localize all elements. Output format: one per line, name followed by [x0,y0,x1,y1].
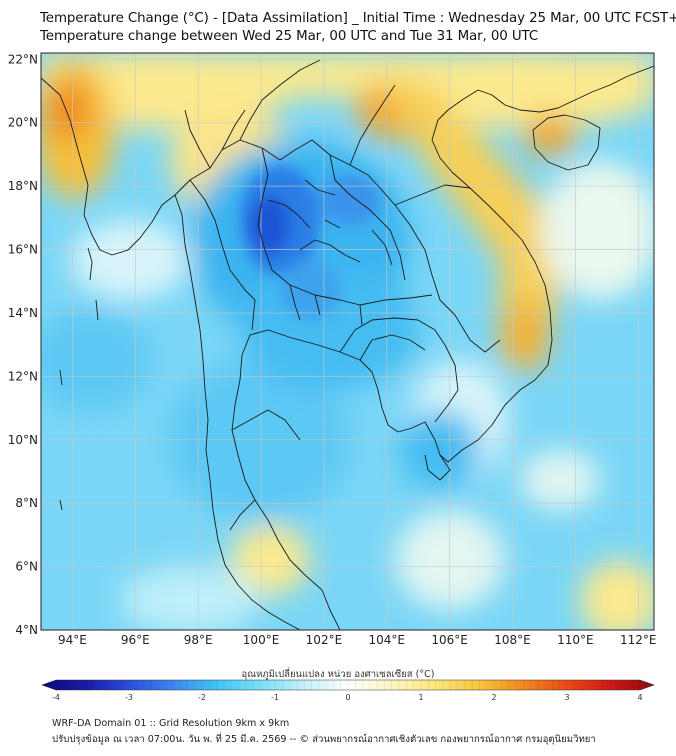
colorbar-tick-label: 1 [418,693,423,702]
colorbar-tick-label: -4 [52,693,60,702]
longitude-label: 94°E [58,633,87,647]
longitude-labels: 94°E 96°E 98°E 100°E 102°E 104°E 106°E 108°E 110… [58,633,657,647]
longitude-label: 108°E [494,633,531,647]
longitude-label: 112°E [620,633,657,647]
colorbar-tick-label: 0 [345,693,350,702]
latitude-label: 16°N [8,243,38,257]
colorbar-tick-label: 4 [637,693,642,702]
colorbar-tick-label: 2 [491,693,496,702]
latitude-label: 6°N [15,560,38,574]
latitude-label: 10°N [8,433,38,447]
latitude-label: 4°N [15,623,38,637]
map-frame [40,52,655,631]
footer-model-info: WRF-DA Domain 01 :: Grid Resolution 9km … [52,718,290,729]
colorbar: -4 -3 -2 -1 0 1 2 3 4 [41,679,655,702]
latitude-label: 20°N [8,116,38,130]
colorbar-scale [41,679,655,691]
longitude-label: 110°E [557,633,594,647]
coastlines-borders [41,59,654,630]
longitude-label: 106°E [431,633,468,647]
map-subtitle: Temperature change between Wed 25 Mar, 0… [40,29,539,44]
latitude-label: 18°N [8,179,38,193]
latitude-label: 8°N [15,496,38,510]
colorbar-tick-label: -3 [125,693,133,702]
colorbar-tick-label: -1 [271,693,279,702]
latitude-label: 22°N [8,52,38,66]
footer-update-info: ปรับปรุงข้อมูล ณ เวลา 07:00น. วัน พ. ที่… [52,734,596,745]
longitude-label: 100°E [243,633,280,647]
colorbar-tick-label: -2 [198,693,206,702]
longitude-label: 102°E [306,633,343,647]
longitude-label: 104°E [369,633,406,647]
longitude-label: 98°E [184,633,213,647]
latitude-label: 12°N [8,369,38,383]
latitude-label: 14°N [8,306,38,320]
colorbar-tick-label: 3 [564,693,569,702]
longitude-label: 96°E [121,633,150,647]
latitude-labels: 22°N 20°N 18°N 16°N 14°N 12°N 10°N 8°N 6°N 4°N [8,52,38,637]
map-title: Temperature Change (°C) - [Data Assimila… [40,11,676,26]
graticule [41,53,654,630]
colorbar-title: อุณหภูมิเปลี่ยนแปลง หน่วย องศาเซลเซียส (… [241,669,435,680]
